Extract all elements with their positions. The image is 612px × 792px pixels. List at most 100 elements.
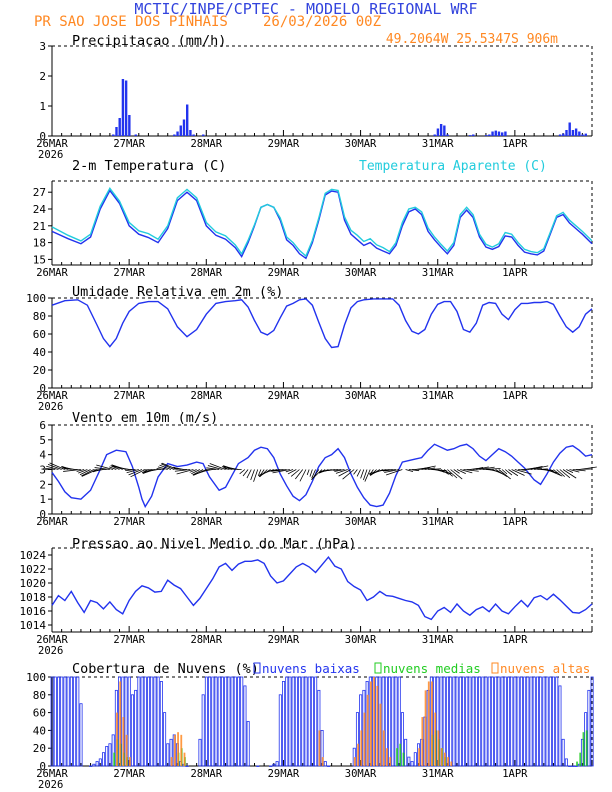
x-tick-label: 30MAR [345, 138, 377, 150]
wind-arrow [428, 468, 442, 470]
precip-bar [571, 130, 575, 136]
x-tick-label: 27MAR [113, 516, 145, 528]
wind-arrow [242, 469, 249, 477]
wind-arrow [482, 468, 501, 470]
precip-bar [472, 134, 475, 136]
cloud-bar-nuvens-medias [399, 743, 402, 766]
x-tick-label: 26MAR [36, 634, 68, 646]
wind-arrow [364, 469, 371, 482]
cloud-bar-nuvens-baixas [449, 676, 453, 767]
cloud-bar-nuvens-baixas [410, 761, 414, 767]
cloud-bar-nuvens-baixas [548, 676, 552, 767]
cloud-bar-nuvens-baixas [211, 676, 215, 767]
y-tick-label: 1 [39, 100, 46, 113]
cloud-bar-nuvens-altas [180, 734, 183, 766]
wind-arrow [130, 469, 146, 478]
x-tick-label: 28MAR [190, 634, 222, 646]
precip-bar [568, 122, 571, 136]
cloud-bar-nuvens-baixas [288, 676, 292, 767]
wind-arrow [456, 469, 466, 474]
year-label: 2026 [38, 645, 63, 657]
cloud-bar-nuvens-altas [173, 734, 176, 766]
wind-arrow [424, 467, 436, 470]
y-tick-label: 80 [33, 310, 46, 323]
wind-arrow [342, 469, 355, 480]
precip-bar [501, 132, 504, 136]
cloud-bar-nuvens-baixas [227, 676, 231, 767]
x-tick-label: 28MAR [190, 516, 222, 528]
cloud-bar-nuvens-baixas [98, 758, 102, 767]
cloud-bar-nuvens-baixas [111, 734, 115, 767]
cloud-bar-nuvens-medias [585, 730, 588, 766]
cloud-bar-nuvens-baixas [69, 676, 73, 767]
wind-arrow [453, 469, 460, 474]
wind-arrow [363, 469, 368, 481]
x-tick-label: 28MAR [190, 267, 222, 279]
x-tick-label: 30MAR [345, 634, 377, 646]
wind-arrow [360, 469, 365, 479]
precip-bar [497, 131, 501, 136]
precip-bar [173, 134, 176, 136]
cloud-bar-nuvens-baixas [574, 765, 578, 767]
wind-arrow [518, 469, 527, 471]
precip-bar [491, 131, 494, 136]
wind-arrow [437, 469, 445, 473]
precip-bar [488, 134, 491, 136]
cloud-bar-nuvens-baixas [63, 676, 67, 767]
wind-arrow [309, 469, 313, 477]
cloud-bar-nuvens-baixas [140, 676, 144, 767]
wind-arrow [94, 467, 110, 470]
wind-arrow [157, 466, 168, 470]
cloud-bar-nuvens-baixas [532, 676, 536, 767]
x-tick-label: 27MAR [113, 768, 145, 780]
wind-arrow [258, 469, 262, 476]
cloud-bar-nuvens-altas [353, 757, 356, 766]
y-tick-label: 100 [26, 292, 46, 305]
cloud-bar-nuvens-baixas [535, 676, 539, 767]
cloud-bar-nuvens-baixas [134, 689, 138, 767]
wind-arrow [159, 464, 172, 470]
precip-bar [176, 131, 179, 136]
wind-arrow [63, 469, 81, 472]
wind-arrow [62, 468, 78, 470]
cloud-bar-nuvens-baixas [201, 694, 205, 767]
wind-arrow [479, 466, 495, 470]
legend-label: nuvens baixas [262, 661, 360, 676]
cloud-bar-nuvens-baixas [240, 676, 244, 767]
cloud-bar-nuvens-altas [431, 681, 433, 766]
cloud-bar-nuvens-altas [125, 734, 128, 766]
cloud-bar-nuvens-baixas [571, 765, 575, 767]
cloud-bar-nuvens-baixas [147, 676, 151, 767]
precip-bar [202, 134, 205, 136]
y-tick-label: 1014 [20, 619, 47, 632]
temp-legend: Temperatura Aparente (C) [359, 159, 547, 174]
wind-arrow [295, 469, 304, 480]
y-tick-label: 21 [33, 220, 46, 233]
wind-arrow [527, 466, 543, 470]
x-tick-label: 26MAR [36, 768, 68, 780]
wind-arrow [408, 469, 420, 472]
legend-swatch [491, 662, 499, 674]
y-tick-label: 1022 [20, 563, 47, 576]
x-tick-label: 1APR [502, 390, 528, 402]
x-tick-label: 30MAR [345, 768, 377, 780]
precip-bar [118, 118, 121, 136]
cloud-bar-nuvens-baixas [490, 676, 494, 767]
cloud-bar-nuvens-altas [373, 677, 376, 766]
wind-arrow [78, 469, 88, 474]
cloud-bar-nuvens-baixas [474, 676, 478, 767]
cloud-bar-nuvens-altas [427, 681, 430, 766]
cloud-bar-nuvens-baixas [510, 676, 514, 767]
precip-bar [565, 130, 568, 136]
x-tick-label: 29MAR [268, 768, 300, 780]
precip-bar [115, 127, 118, 136]
y-tick-label: 3 [39, 40, 46, 53]
wind-arrow [504, 469, 513, 476]
cloud-bar-nuvens-altas [363, 712, 366, 766]
wind-arrow [311, 469, 316, 479]
panel-title: Vento em 10m (m/s) [72, 410, 218, 426]
wind-arrow [223, 468, 242, 470]
wind-arrow [562, 469, 577, 479]
wind-arrow [572, 469, 586, 472]
